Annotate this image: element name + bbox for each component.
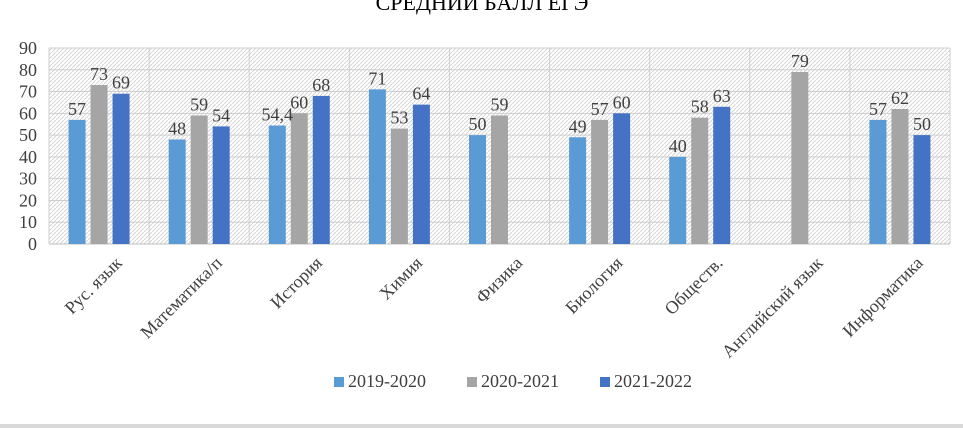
bar: [312, 95, 330, 245]
y-tick-label: 20: [19, 190, 37, 210]
data-label: 40: [669, 136, 687, 156]
data-label: 58: [691, 97, 709, 117]
y-tick-label: 10: [19, 212, 37, 232]
x-tick-label: Биология: [561, 253, 626, 318]
legend-swatch: [467, 377, 477, 387]
y-tick-label: 90: [19, 38, 37, 58]
legend-label: 2021-2022: [614, 371, 692, 391]
x-tick-label: Информатика: [839, 253, 927, 341]
data-label: 71: [368, 68, 386, 88]
data-label: 48: [168, 118, 186, 138]
bar: [368, 89, 386, 244]
x-tick-label: Химия: [375, 253, 426, 304]
x-tick-label: История: [266, 253, 326, 313]
data-label: 57: [869, 99, 887, 119]
chart-title: СРЕДНИЙ БАЛЛ ЕГЭ: [376, 0, 589, 15]
data-label: 54,4: [262, 105, 294, 125]
data-label: 59: [190, 95, 208, 115]
x-tick-label: Обществ.: [661, 253, 727, 319]
bar: [669, 156, 687, 244]
bar: [90, 85, 108, 245]
bar: [869, 119, 887, 244]
bar: [268, 125, 286, 244]
data-label: 53: [390, 108, 408, 128]
x-axis: Рус. язык Математика/п История Химия Физика Б…: [61, 252, 927, 361]
bar: [713, 106, 731, 244]
data-label: 64: [412, 84, 430, 104]
legend-label: 2019-2020: [348, 371, 426, 391]
x-tick-label: Рус. язык: [61, 253, 126, 318]
data-label: 50: [469, 114, 487, 134]
legend-label: 2020-2021: [481, 371, 559, 391]
bar: [691, 117, 709, 244]
y-tick-label: 0: [28, 234, 37, 254]
data-label: 60: [613, 92, 631, 112]
bar: [469, 135, 486, 244]
bar: [613, 113, 631, 244]
bar: [491, 115, 508, 244]
legend-swatch: [600, 377, 610, 387]
x-tick-label: Математика/п: [136, 252, 226, 342]
data-label: 60: [290, 92, 308, 112]
bar: [212, 126, 230, 244]
y-tick-label: 30: [19, 169, 37, 189]
data-label: 68: [312, 75, 330, 95]
bar: [190, 115, 208, 244]
data-label: 57: [68, 99, 86, 119]
data-label: 62: [891, 88, 909, 108]
data-label: 63: [713, 86, 731, 106]
bar: [412, 104, 430, 244]
y-tick-label: 80: [19, 60, 37, 80]
bar: [913, 135, 931, 244]
bar: [591, 119, 609, 244]
legend: 2019-2020 2020-2021 2021-2022: [334, 371, 692, 391]
bars: [68, 71, 931, 245]
bar: [290, 113, 308, 244]
bar: [112, 93, 130, 244]
x-tick-label: Физика: [472, 253, 526, 307]
bar: [569, 137, 587, 244]
y-tick-label: 70: [19, 82, 37, 102]
data-label: 49: [569, 116, 587, 136]
data-label: 59: [491, 95, 509, 115]
data-label: 73: [90, 64, 108, 84]
legend-swatch: [334, 377, 344, 387]
data-label: 69: [112, 73, 130, 93]
data-label: 54: [212, 105, 230, 125]
bar: [390, 128, 408, 244]
bar: [891, 108, 909, 244]
data-label: 57: [591, 99, 609, 119]
data-label: 50: [913, 114, 931, 134]
bar: [68, 119, 86, 244]
bottom-border: [0, 424, 963, 428]
x-tick-label: Английский язык: [718, 253, 827, 362]
bar: [168, 139, 186, 244]
y-tick-label: 40: [19, 147, 37, 167]
bar: [791, 71, 809, 244]
y-tick-label: 60: [19, 103, 37, 123]
data-label: 79: [791, 51, 809, 71]
y-tick-label: 50: [19, 125, 37, 145]
